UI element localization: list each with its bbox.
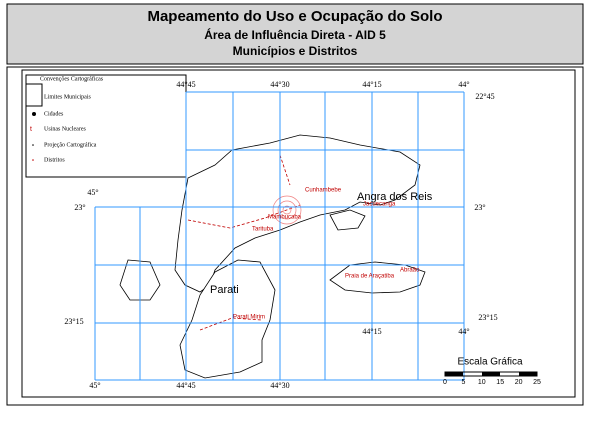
- map-frame: [21, 69, 576, 398]
- scale-tick: 0: [443, 379, 447, 386]
- grid-label: 23°: [474, 203, 485, 212]
- legend-heading: Convenções Cartográficas: [40, 75, 104, 82]
- place-label: Tarituba: [252, 227, 274, 233]
- grid-label: 44°45: [176, 381, 195, 390]
- grid-label: 44°30: [270, 381, 289, 390]
- scale-title: Escala Gráfica: [457, 357, 522, 368]
- legend-item: Distritos: [44, 157, 65, 163]
- grid-label: 23°: [74, 203, 85, 212]
- grid-label: 44°45: [176, 80, 195, 89]
- place-label: Abraão: [400, 268, 420, 274]
- grid-label: 44°15: [362, 327, 381, 336]
- land: [119, 134, 426, 379]
- legend-item: Usinas Nucleares: [44, 126, 86, 132]
- legend: t: [25, 74, 187, 178]
- grid-label: 44°: [458, 327, 469, 336]
- nuclear-radius: [272, 195, 302, 225]
- grid-label: 44°: [458, 80, 469, 89]
- grid-label: 45°: [87, 188, 98, 197]
- scale-bar: [482, 372, 500, 376]
- scale-tick: 25: [533, 379, 541, 386]
- legend-item: Cidades: [44, 111, 64, 117]
- scale-tick: 5: [461, 379, 465, 386]
- grid-label: 23°15: [64, 317, 83, 326]
- place-label: Angra dos Reis: [357, 191, 433, 203]
- scale-tick: 20: [515, 379, 523, 386]
- place-label: Parati: [210, 284, 239, 296]
- legend-item: Projeção Cartográfica: [44, 141, 97, 148]
- grid-label: 22°45: [475, 92, 494, 101]
- grid-label: 44°15: [362, 80, 381, 89]
- subtitle: Área de Influência Direta - AID 5: [204, 27, 386, 42]
- scale-bar: [519, 372, 537, 376]
- graticule: [94, 91, 465, 381]
- scale-tick: 15: [496, 379, 504, 386]
- place-label: Jacuecanga: [363, 202, 396, 208]
- place-label: Cunhambebe: [305, 188, 342, 194]
- grid-label: 23°15: [478, 313, 497, 322]
- title-box: [6, 3, 584, 65]
- svg-text:t: t: [30, 126, 32, 133]
- place-label: Parati Mirim: [233, 315, 265, 321]
- place-label: Mambucaba: [268, 215, 302, 221]
- scale-tick: 10: [478, 379, 486, 386]
- title: Mapeamento do Uso e Ocupação do Solo: [147, 8, 442, 25]
- subtitle: Municípios e Distritos: [233, 44, 358, 58]
- grid-label: 44°30: [270, 80, 289, 89]
- legend-item: Limites Municipais: [44, 94, 91, 100]
- grid-label: 45°: [89, 381, 100, 390]
- scale-bar: [445, 372, 463, 376]
- district-limits: [187, 154, 301, 331]
- place-label: Praia de Araçatiba: [345, 274, 395, 280]
